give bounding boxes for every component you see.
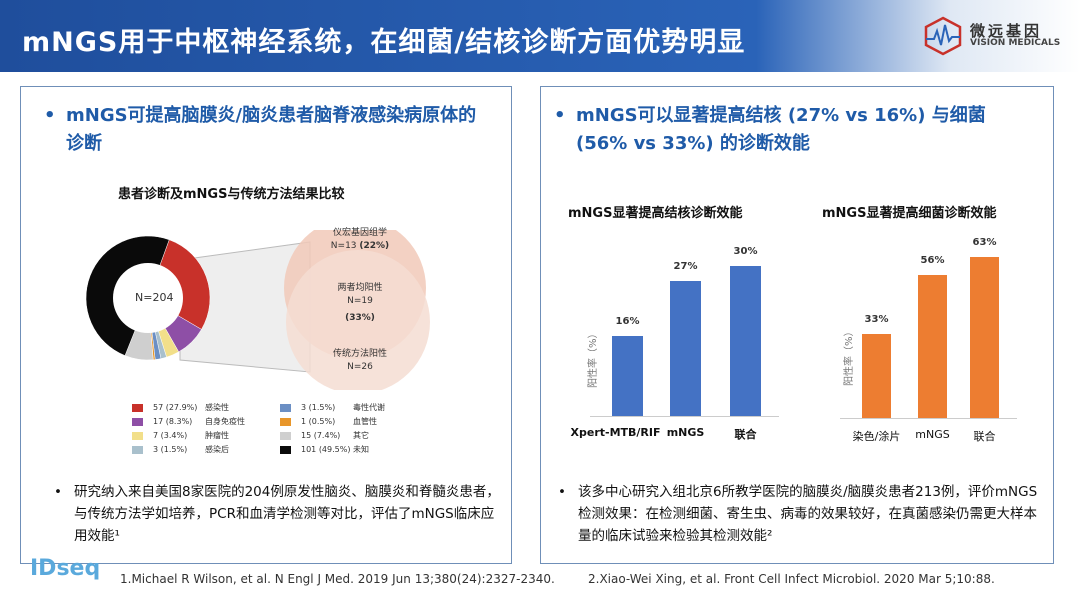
reference-1: 1.Michael R Wilson, et al. N Engl J Med.… [120, 572, 555, 586]
legend-swatch [132, 445, 143, 454]
bar-value-label: 30% [733, 246, 758, 257]
legend-label: 感染性 [205, 403, 229, 412]
x-tick-label: Xpert-MTB/RIF [570, 426, 661, 439]
bar-value-label: 56% [920, 255, 945, 267]
legend-label: 未知 [353, 445, 369, 454]
legend-item: 7 (3.4%) 肿瘤性 [132, 430, 229, 441]
x-tick-label: 联合 [734, 428, 757, 441]
legend-item: 3 (1.5%) 感染后 [132, 444, 229, 455]
legend-item: 1 (0.5%) 血管性 [280, 416, 377, 427]
bar-chart-title: mNGS显著提高结核诊断效能 [568, 206, 743, 221]
donut-center-label: N=204 [135, 291, 174, 304]
bar-value-label: 16% [615, 316, 640, 327]
legend-swatch [132, 403, 143, 412]
legend-item: 57 (27.9%) 感染性 [132, 402, 229, 413]
legend-item: 17 (8.3%) 自身免疫性 [132, 416, 245, 427]
logo-en: VISION MEDICALS [970, 38, 1061, 49]
bar [918, 275, 947, 418]
legend-value: 17 (8.3%) [153, 417, 193, 426]
legend-swatch [132, 417, 143, 426]
legend-swatch [280, 417, 291, 426]
venn-mid-label: 两者均阳性 [337, 283, 383, 293]
right-heading: mNGS可以显著提高结核 (27% vs 16%) 与细菌 (56% vs 33… [554, 102, 1036, 158]
bar [612, 336, 643, 416]
diagnosis-donut-chart [85, 230, 430, 390]
y-axis-label: 阳性率（%） [844, 326, 855, 386]
legend-swatch [132, 431, 143, 440]
legend-label: 毒性代谢 [353, 403, 385, 412]
right-panel [540, 86, 1054, 564]
bar-chart-title: mNGS显著提高细菌诊断效能 [822, 206, 997, 221]
legend-value: 7 (3.4%) [153, 431, 188, 440]
venn-top: 仪宏基因组学 N=13 (22%) [320, 227, 400, 253]
venn-top-label: 仪宏基因组学 [332, 228, 387, 238]
bar [670, 281, 701, 416]
left-panel [20, 86, 512, 564]
legend-value: 15 (7.4%) [301, 431, 341, 440]
x-tick-label: 联合 [973, 430, 996, 443]
bar-value-label: 27% [673, 261, 698, 272]
legend-label: 感染后 [205, 445, 229, 454]
reference-2: 2.Xiao-Wei Xing, et al. Front Cell Infec… [588, 572, 995, 586]
x-tick-label: mNGS [666, 426, 705, 439]
legend-swatch [280, 445, 291, 454]
y-axis-label: 阳性率（%） [588, 328, 599, 388]
bar-value-label: 63% [972, 237, 997, 249]
legend-swatch [280, 431, 291, 440]
legend-value: 57 (27.9%) [153, 403, 198, 412]
legend-value: 3 (1.5%) [301, 403, 336, 412]
venn-circle-traditional [286, 250, 430, 390]
logo-cn: 微远基因 [970, 21, 1043, 40]
legend-item: 15 (7.4%) 其它 [280, 430, 369, 441]
left-note: 研究纳入来自美国8家医院的204例原发性脑炎、脑膜炎和脊髓炎患者，与传统方法学如… [54, 481, 504, 547]
idseq-logo: IDseq [30, 556, 101, 581]
legend-label: 血管性 [353, 417, 377, 426]
legend-value: 1 (0.5%) [301, 417, 336, 426]
donut-chart-title: 患者诊断及mNGS与传统方法结果比较 [118, 187, 345, 202]
left-heading: mNGS可提高脑膜炎/脑炎患者脑脊液感染病原体的诊断 [44, 102, 486, 158]
venn-bottom-n: N=26 [347, 362, 373, 372]
venn-mid-n: N=19 [347, 296, 373, 306]
venn-top-pct: (22%) [359, 241, 390, 251]
venn-mid-pct: (33%) [345, 313, 375, 323]
x-tick-label: mNGS [915, 428, 950, 441]
venn-top-n: N=13 [330, 241, 357, 251]
bar [970, 257, 999, 418]
legend-swatch [280, 403, 291, 412]
heartbeat-hexagon-icon [924, 16, 962, 56]
venn-bottom-label: 传统方法阳性 [332, 349, 387, 359]
x-axis-line [590, 416, 779, 417]
venn-bottom: 传统方法阳性 N=26 [320, 348, 400, 374]
header-bar: mNGS用于中枢神经系统，在细菌/结核诊断方面优势明显 微远基因 VISION M… [0, 0, 1080, 72]
legend-item: 3 (1.5%) 毒性代谢 [280, 402, 385, 413]
legend-label: 自身免疫性 [205, 417, 245, 426]
vision-medicals-logo: 微远基因 VISION MEDICALS [922, 14, 1068, 58]
venn-middle: 两者均阳性 N=19 (33%) [320, 282, 400, 325]
legend-value: 101 (49.5%) [301, 445, 351, 454]
bar-value-label: 33% [864, 313, 889, 325]
legend-item: 101 (49.5%) 未知 [280, 444, 369, 455]
x-tick-label: 染色/涂片 [852, 430, 901, 443]
legend-label: 其它 [353, 431, 369, 440]
legend-label: 肿瘤性 [205, 431, 229, 440]
right-note: 该多中心研究入组北京6所教学医院的脑膜炎/脑膜炎患者213例，评价mNGS检测效… [558, 481, 1038, 547]
x-axis-line [840, 418, 1017, 419]
page-title: mNGS用于中枢神经系统，在细菌/结核诊断方面优势明显 [22, 27, 746, 58]
bar [862, 333, 891, 418]
legend-value: 3 (1.5%) [153, 445, 188, 454]
bar [730, 266, 761, 416]
